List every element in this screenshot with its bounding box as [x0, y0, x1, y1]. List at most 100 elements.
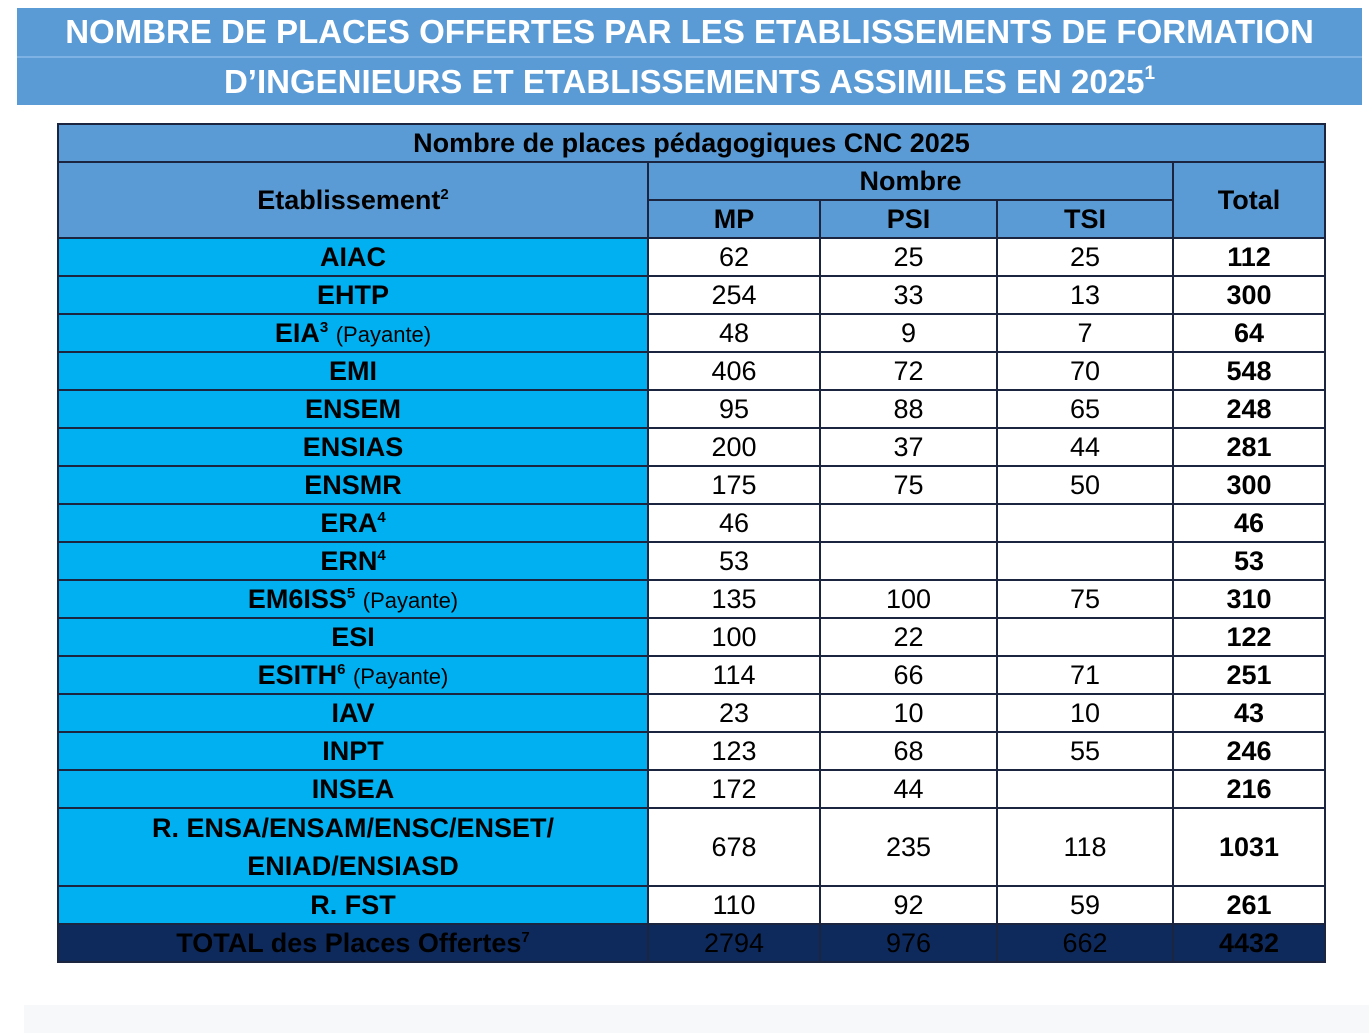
page-title-line-2-text: D’INGENIEURS ET ETABLISSEMENTS ASSIMILES… [223, 62, 1145, 100]
cell-tsi: 13 [996, 275, 1174, 315]
cell-psi: 92 [819, 885, 998, 925]
cell-mp: 254 [647, 275, 821, 315]
cell-etablissement: R. FST [57, 885, 649, 925]
payante-note: (Payante) [335, 321, 432, 347]
cell-mp: 100 [647, 617, 821, 657]
total-label-cell: TOTAL des Places Offertes7 [57, 923, 649, 963]
cell-total: 112 [1172, 237, 1326, 277]
etablissement-name: EMI [328, 355, 377, 386]
etablissement-name: EIA [274, 317, 320, 348]
total-mp: 2794 [647, 923, 821, 963]
header-row-2: MP PSI TSI [58, 199, 1325, 239]
cell-etablissement: ESI [57, 617, 649, 657]
cell-mp: 200 [647, 427, 821, 467]
cell-psi: 88 [819, 389, 998, 429]
cell-mp: 110 [647, 885, 821, 925]
table-row: EM6ISS5 (Payante) 135 100 75 310 [57, 579, 1326, 619]
cell-total: 43 [1172, 693, 1326, 733]
cell-tsi: 59 [996, 885, 1174, 925]
cell-etablissement: INSEA [57, 769, 649, 809]
cell-psi: 72 [819, 351, 998, 391]
etablissement-name: INPT [322, 735, 384, 766]
cell-etablissement: IAV [57, 693, 649, 733]
etablissement-name: ENSEM [304, 393, 402, 424]
cell-total: 310 [1172, 579, 1326, 619]
table-row: ERN4 53 53 [57, 541, 1326, 581]
bottom-strip [24, 1005, 1369, 1033]
cell-mp: 406 [647, 351, 821, 391]
cell-mp: 172 [647, 769, 821, 809]
page-title-line-1: NOMBRE DE PLACES OFFERTES PAR LES ETABLI… [17, 9, 1362, 58]
cell-tsi: 65 [996, 389, 1174, 429]
cell-psi: 10 [819, 693, 998, 733]
cell-psi: 25 [819, 237, 998, 277]
cell-psi: 9 [819, 313, 998, 353]
etablissement-name: ENSIAS [302, 431, 404, 462]
cell-total: 1031 [1172, 807, 1326, 887]
cell-total: 64 [1172, 313, 1326, 353]
cell-mp: 46 [647, 503, 821, 543]
footnote-marker: 4 [377, 508, 386, 526]
table-row: ERA4 46 46 [57, 503, 1326, 543]
cell-tsi [996, 503, 1174, 543]
table-row: ESITH6 (Payante) 114 66 71 251 [57, 655, 1326, 695]
cell-psi: 75 [819, 465, 998, 505]
cell-mp: 48 [647, 313, 821, 353]
table-row: R. FST 110 92 59 261 [57, 885, 1326, 925]
cell-total: 261 [1172, 885, 1326, 925]
cell-etablissement: ENSIAS [57, 427, 649, 467]
total-total: 4432 [1172, 923, 1326, 963]
cell-tsi: 7 [996, 313, 1174, 353]
table-row: AIAC 62 25 25 112 [57, 237, 1326, 277]
cell-total: 216 [1172, 769, 1326, 809]
cell-total: 53 [1172, 541, 1326, 581]
cell-total: 300 [1172, 465, 1326, 505]
header-row-1: Etablissement2 Nombre Total [57, 161, 1326, 239]
footnote-marker: 4 [377, 546, 386, 564]
etablissement-name: ESITH [257, 659, 338, 690]
table-row: INPT 123 68 55 246 [57, 731, 1326, 771]
table-row: ENSIAS 200 37 44 281 [57, 427, 1326, 467]
table-caption-row: Nombre de places pédagogiques CNC 2025 [57, 123, 1326, 163]
header-etablissement: Etablissement2 [57, 161, 649, 239]
etablissement-name: INSEA [311, 773, 395, 804]
footnote-marker: 5 [346, 584, 356, 602]
cell-tsi: 75 [996, 579, 1174, 619]
cell-etablissement: ENSEM [57, 389, 649, 429]
page-title-banner: NOMBRE DE PLACES OFFERTES PAR LES ETABLI… [17, 8, 1362, 105]
header-nombre: Nombre [647, 161, 1174, 201]
cell-total: 122 [1172, 617, 1326, 657]
table-row: EMI 406 72 70 548 [57, 351, 1326, 391]
table-row: ESI 100 22 122 [57, 617, 1326, 657]
cell-mp: 53 [647, 541, 821, 581]
payante-note: (Payante) [362, 587, 459, 613]
cell-mp: 62 [647, 237, 821, 277]
total-row: TOTAL des Places Offertes7 2794 976 662 4432 [57, 923, 1326, 963]
cell-tsi [996, 769, 1174, 809]
payante-note: (Payante) [352, 663, 449, 689]
cell-tsi: 44 [996, 427, 1174, 467]
table-row: IAV 23 10 10 43 [57, 693, 1326, 733]
cell-etablissement: ERN4 [57, 541, 649, 581]
page-title-line-2: D’INGENIEURS ET ETABLISSEMENTS ASSIMILES… [224, 58, 1155, 105]
header-psi: PSI [819, 199, 998, 239]
cell-total: 248 [1172, 389, 1326, 429]
cell-etablissement: EMI [57, 351, 649, 391]
cell-etablissement: AIAC [57, 237, 649, 277]
cell-psi [819, 503, 998, 543]
footnote-marker: 3 [319, 318, 329, 336]
table-row: EIA3 (Payante) 48 9 7 64 [57, 313, 1326, 353]
cell-psi: 44 [819, 769, 998, 809]
etablissement-name: EHTP [316, 279, 389, 310]
etablissement-name: AIAC [320, 241, 386, 272]
cell-mp: 678 [647, 807, 821, 887]
header-tsi: TSI [996, 199, 1174, 239]
cell-etablissement: EM6ISS5 (Payante) [57, 579, 649, 619]
cell-mp: 23 [647, 693, 821, 733]
cell-mp: 123 [647, 731, 821, 771]
header-total: Total [1172, 161, 1326, 239]
cell-psi [819, 541, 998, 581]
cell-total: 251 [1172, 655, 1326, 695]
cell-etablissement: INPT [57, 731, 649, 771]
cell-tsi [996, 541, 1174, 581]
